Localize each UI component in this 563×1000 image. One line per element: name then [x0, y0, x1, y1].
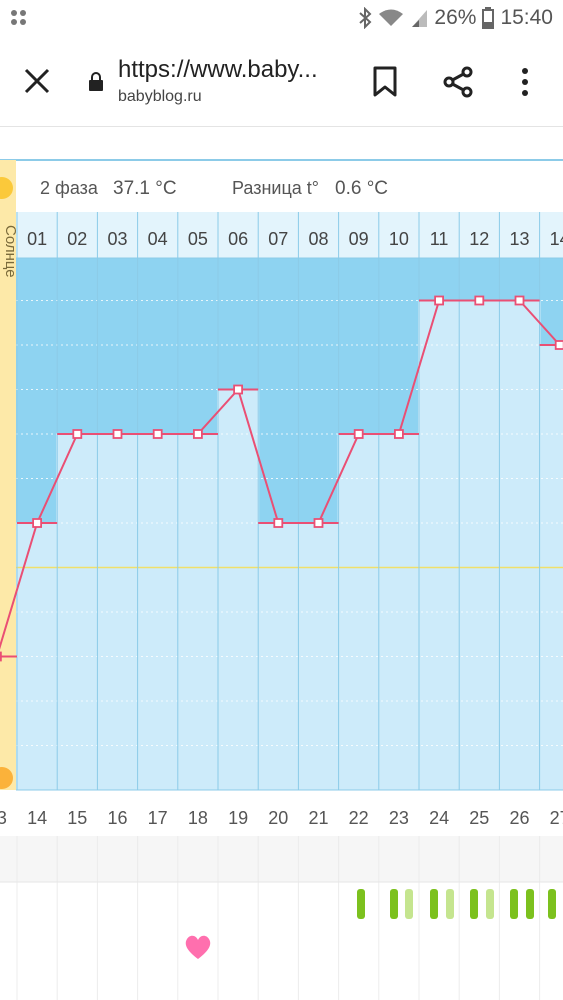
share-icon[interactable] — [442, 66, 474, 98]
data-point[interactable] — [192, 429, 203, 439]
data-point[interactable] — [152, 429, 163, 439]
data-point[interactable] — [353, 429, 364, 439]
cycle-day-label: 04 — [148, 229, 168, 249]
date-label: 21 — [308, 808, 328, 828]
indicator-bar — [526, 889, 534, 919]
chart-header-bg — [0, 160, 563, 212]
url-text[interactable]: https://www.baby... — [118, 56, 318, 83]
clock: 15:40 — [500, 6, 553, 29]
bluetooth-icon — [359, 7, 372, 29]
date-label: 16 — [107, 808, 127, 828]
indicator-bar — [405, 889, 413, 919]
diff-label: Разница t° — [232, 178, 319, 198]
date-label: 23 — [389, 808, 409, 828]
chart-bar — [297, 523, 340, 790]
data-point[interactable] — [72, 429, 83, 439]
data-point[interactable] — [0, 651, 2, 662]
data-point[interactable] — [313, 518, 324, 528]
date-label: 19 — [228, 808, 248, 828]
cycle-day-label: 02 — [67, 229, 87, 249]
date-label: 14 — [27, 808, 47, 828]
grid-dots-icon — [11, 10, 26, 25]
data-point[interactable] — [273, 518, 284, 528]
data-point[interactable] — [554, 340, 563, 350]
indicator-bar — [510, 889, 518, 919]
cycle-day-label: 11 — [430, 229, 449, 249]
signal-icon — [412, 10, 428, 27]
date-label: 22 — [349, 808, 369, 828]
cycle-day-label: 08 — [308, 229, 328, 249]
domain-text: babyblog.ru — [118, 88, 202, 105]
date-label: 26 — [509, 808, 529, 828]
chart-bar — [257, 523, 300, 790]
cycle-day-label: 03 — [107, 229, 127, 249]
bookmark-icon[interactable] — [372, 66, 398, 98]
sun-bottom-icon — [0, 767, 13, 789]
cycle-day-label: 10 — [389, 229, 409, 249]
data-point[interactable] — [514, 295, 525, 306]
cycle-day-label: 05 — [188, 229, 208, 249]
heart-icon — [185, 935, 211, 959]
chart-bar — [337, 434, 380, 790]
chart-bar — [458, 300, 501, 790]
diff-value: 0.6 °C — [335, 178, 388, 199]
cycle-day-label: 13 — [509, 229, 529, 249]
date-label: 24 — [429, 808, 449, 828]
data-point[interactable] — [32, 518, 42, 528]
cycle-day-label: 06 — [228, 229, 248, 249]
more-vert-icon[interactable] — [518, 66, 532, 98]
chart-bar — [498, 300, 541, 790]
indicator-bar — [548, 889, 556, 919]
indicator-bar — [390, 889, 398, 919]
data-point[interactable] — [393, 429, 404, 439]
date-label: 25 — [469, 808, 489, 828]
indicator-bar — [357, 889, 365, 919]
data-point[interactable] — [434, 295, 445, 306]
indicator-bar — [470, 889, 478, 919]
battery-icon — [482, 7, 495, 29]
close-icon[interactable] — [22, 66, 52, 96]
chart-bar — [418, 300, 461, 790]
data-point[interactable] — [112, 429, 123, 439]
data-point[interactable] — [233, 384, 244, 395]
cycle-day-label: 09 — [349, 229, 369, 249]
lock-icon — [89, 72, 103, 91]
indicator-bar — [446, 889, 454, 919]
cycle-day-label: 14 — [550, 229, 563, 249]
date-label: 15 — [67, 808, 87, 828]
chart-bar — [217, 389, 260, 790]
battery-percent: 26% — [434, 6, 477, 29]
phase-label: 2 фаза — [40, 178, 99, 198]
status-bar: 26% 15:40 — [0, 0, 563, 36]
temperature-chart: 2 фаза 37.1 °C Разница t° 0.6 °C Солнце … — [0, 159, 563, 1000]
day-header-row — [16, 212, 563, 258]
date-label: 17 — [148, 808, 168, 828]
wifi-icon — [379, 9, 404, 26]
indicator-bar — [430, 889, 438, 919]
date-label: 27 — [550, 808, 563, 828]
date-label: 20 — [268, 808, 288, 828]
date-label: 13 — [0, 808, 7, 828]
browser-toolbar: https://www.baby... babyblog.ru — [0, 36, 563, 127]
date-label: 18 — [188, 808, 208, 828]
cycle-day-label: 07 — [268, 229, 288, 249]
cycle-day-label: 12 — [469, 229, 489, 249]
chart-bar — [377, 434, 420, 790]
side-label: Солнце — [2, 225, 19, 278]
cycle-day-label: 01 — [27, 229, 47, 249]
indicator-bar — [486, 889, 494, 919]
symptom-row — [0, 836, 563, 882]
phase-temp: 37.1 °C — [113, 178, 177, 199]
sun-icon — [0, 177, 13, 199]
data-point[interactable] — [474, 295, 485, 306]
